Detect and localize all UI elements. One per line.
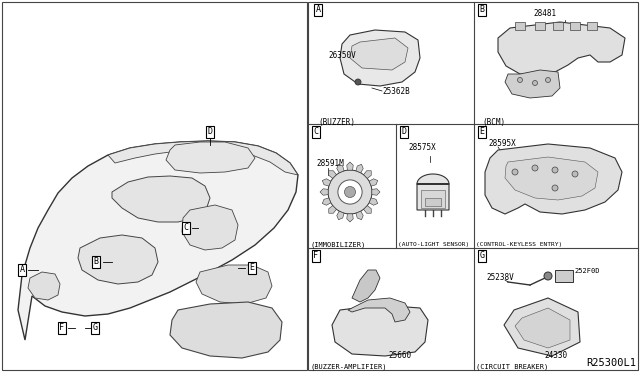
Polygon shape: [485, 144, 622, 214]
Polygon shape: [347, 162, 353, 170]
Circle shape: [512, 169, 518, 175]
Text: 25238V: 25238V: [486, 273, 514, 282]
Bar: [308, 2, 638, 370]
Polygon shape: [498, 22, 625, 76]
Polygon shape: [348, 298, 410, 322]
Text: A: A: [19, 266, 24, 275]
Text: 25362B: 25362B: [382, 87, 410, 96]
Polygon shape: [170, 302, 282, 358]
Polygon shape: [356, 164, 364, 173]
Bar: [425, 198, 441, 206]
Polygon shape: [505, 157, 598, 200]
Polygon shape: [356, 211, 364, 220]
Polygon shape: [182, 205, 238, 250]
Text: B: B: [93, 257, 99, 266]
Text: B: B: [479, 6, 484, 15]
Text: (CIRCUIT BREAKER): (CIRCUIT BREAKER): [476, 364, 548, 371]
Polygon shape: [320, 189, 328, 195]
Circle shape: [552, 185, 558, 191]
Text: D: D: [401, 128, 406, 137]
Polygon shape: [352, 270, 380, 302]
Text: G: G: [93, 324, 97, 333]
Polygon shape: [323, 198, 331, 205]
Polygon shape: [417, 174, 449, 210]
Circle shape: [532, 80, 538, 86]
Text: C: C: [314, 128, 319, 137]
Polygon shape: [337, 211, 344, 220]
Circle shape: [355, 79, 361, 85]
Text: 25660: 25660: [388, 350, 411, 359]
Polygon shape: [364, 206, 371, 213]
Bar: [421, 190, 445, 208]
Circle shape: [572, 171, 578, 177]
Polygon shape: [372, 189, 380, 195]
Text: 24330: 24330: [544, 352, 567, 360]
Text: R25300L1: R25300L1: [586, 358, 636, 368]
Text: 28591M: 28591M: [316, 158, 344, 167]
Text: E: E: [250, 263, 255, 273]
Text: C: C: [184, 224, 189, 232]
Circle shape: [344, 186, 355, 198]
Polygon shape: [18, 141, 298, 340]
Text: F: F: [314, 251, 319, 260]
Polygon shape: [504, 298, 580, 356]
Text: F: F: [60, 324, 65, 333]
Text: 26350V: 26350V: [328, 51, 356, 60]
Circle shape: [328, 170, 372, 214]
Text: (CONTROL-KEYLESS ENTRY): (CONTROL-KEYLESS ENTRY): [476, 242, 563, 247]
Polygon shape: [108, 141, 298, 175]
Polygon shape: [369, 179, 378, 186]
Text: (BCM): (BCM): [482, 118, 505, 127]
Polygon shape: [323, 179, 331, 186]
Bar: [515, 22, 525, 30]
Text: (BUZZER-AMPLIFIER): (BUZZER-AMPLIFIER): [310, 364, 387, 371]
Text: 28481: 28481: [533, 9, 557, 18]
Polygon shape: [28, 272, 60, 300]
Polygon shape: [515, 308, 570, 348]
Text: 28595X: 28595X: [488, 140, 516, 148]
Polygon shape: [329, 206, 337, 213]
Polygon shape: [364, 171, 371, 179]
Text: D: D: [207, 128, 212, 137]
Circle shape: [544, 272, 552, 280]
Polygon shape: [350, 38, 408, 70]
Bar: [570, 22, 580, 30]
Bar: [553, 22, 563, 30]
Polygon shape: [112, 176, 210, 222]
Text: E: E: [479, 128, 484, 137]
Text: (BUZZER): (BUZZER): [318, 118, 355, 127]
Polygon shape: [78, 235, 158, 284]
Text: 28575X: 28575X: [408, 144, 436, 153]
Text: (IMMOBILIZER): (IMMOBILIZER): [310, 242, 365, 248]
Bar: [555, 270, 573, 282]
Bar: [2, 2, 307, 370]
Polygon shape: [337, 164, 344, 173]
Circle shape: [518, 77, 522, 83]
Text: (AUTO-LIGHT SENSOR): (AUTO-LIGHT SENSOR): [398, 242, 469, 247]
Polygon shape: [369, 198, 378, 205]
Polygon shape: [332, 305, 428, 356]
Polygon shape: [166, 142, 255, 173]
Polygon shape: [505, 70, 560, 98]
Polygon shape: [329, 171, 337, 179]
Circle shape: [338, 180, 362, 204]
Circle shape: [552, 167, 558, 173]
Polygon shape: [196, 265, 272, 304]
Bar: [587, 22, 597, 30]
Polygon shape: [340, 30, 420, 86]
Text: A: A: [316, 6, 321, 15]
Bar: [535, 22, 545, 30]
Text: 252F0D: 252F0D: [574, 268, 600, 274]
Circle shape: [532, 165, 538, 171]
Circle shape: [545, 77, 550, 83]
Polygon shape: [347, 214, 353, 222]
Text: G: G: [479, 251, 484, 260]
